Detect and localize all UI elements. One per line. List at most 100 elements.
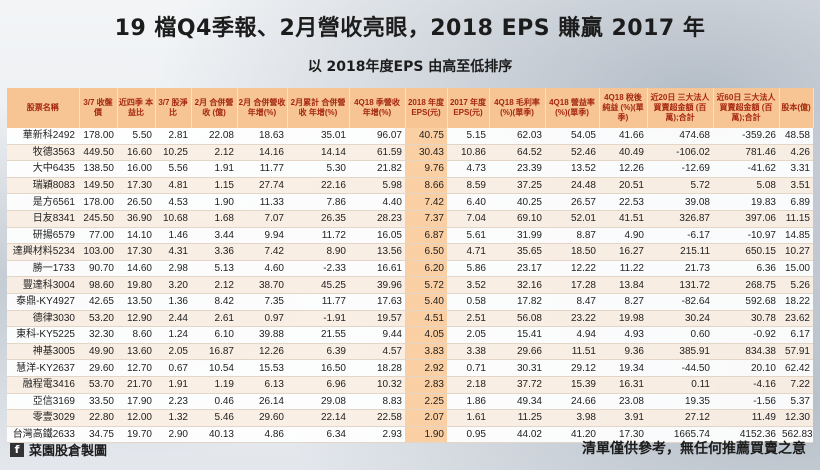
table-cell: 8.27	[599, 293, 647, 311]
table-row: 日友8341 245.50 36.90 10.68 1.68 7.07 26.35 28.23…	[7, 210, 813, 228]
table-cell: 11.15	[779, 210, 813, 228]
table-cell: 41.20	[545, 426, 599, 444]
stock-name-cell: 是方6561	[7, 193, 79, 211]
table-cell: 4.31	[155, 243, 191, 261]
table-cell: 12.70	[117, 359, 155, 377]
table-cell: 2.81	[155, 128, 191, 145]
table-row: 勝一1733 90.70 14.60 2.98 5.13 4.60 -2.33 16.61 6.…	[7, 260, 813, 278]
table-cell: 5.61	[447, 227, 489, 245]
table-cell: 4.81	[155, 177, 191, 195]
table-cell: -4.16	[713, 376, 779, 394]
table-cell: 6.17	[779, 326, 813, 344]
table-cell: 13.84	[599, 276, 647, 294]
table-cell: 22.14	[287, 409, 349, 427]
table-cell: 2.90	[155, 426, 191, 444]
table-cell: 0.58	[447, 293, 489, 311]
table-cell: 90.70	[79, 260, 117, 278]
table-cell: 138.50	[79, 160, 117, 178]
table-cell: 2.12	[191, 276, 237, 294]
table-cell: 15.39	[545, 376, 599, 394]
stock-name-cell: 豐達科3004	[7, 276, 79, 294]
table-cell: 20.10	[713, 359, 779, 377]
table-cell: 1.36	[155, 293, 191, 311]
table-cell: 781.46	[713, 144, 779, 162]
table-cell: 53.20	[79, 310, 117, 328]
table-cell: 19.98	[599, 310, 647, 328]
column-header: 2018 年度 EPS(元)	[405, 88, 448, 128]
table-cell: 26.35	[287, 210, 349, 228]
column-header: 2月 合併營收 年增(%)	[237, 88, 288, 128]
table-cell: 3.83	[405, 343, 447, 361]
table-cell: 6.13	[237, 376, 287, 394]
table-cell: 3.38	[447, 343, 489, 361]
table-row: 亞信3169 33.50 17.90 2.23 0.46 26.14 29.08 8.83 2.…	[7, 393, 813, 411]
table-cell: 15.41	[489, 326, 545, 344]
table-cell: 30.31	[489, 359, 545, 377]
column-header: 股本(億)	[779, 88, 814, 128]
table-cell: 6.96	[287, 376, 349, 394]
table-cell: 178.00	[79, 193, 117, 211]
table-cell: 29.12	[545, 359, 599, 377]
table-cell: 8.59	[447, 177, 489, 195]
table-cell: 26.57	[545, 193, 599, 211]
table-cell: 103.00	[79, 243, 117, 261]
table-cell: 2.05	[155, 343, 191, 361]
table-cell: 4.71	[447, 243, 489, 261]
table-cell: 4.94	[545, 326, 599, 344]
table-cell: 23.22	[545, 310, 599, 328]
table-cell: 35.01	[287, 128, 349, 145]
table-cell: 592.68	[713, 293, 779, 311]
table-cell: 3.98	[545, 409, 599, 427]
table-cell: 18.22	[779, 293, 813, 311]
table-cell: 77.00	[79, 227, 117, 245]
table-cell: 10.68	[155, 210, 191, 228]
table-cell: 16.60	[117, 144, 155, 162]
table-cell: 9.76	[405, 160, 447, 178]
table-cell: 7.22	[779, 376, 813, 394]
table-cell: 385.91	[647, 343, 713, 361]
table-row: 研揚6579 77.00 14.10 1.46 3.44 9.94 11.72 16.05 6.…	[7, 227, 813, 245]
table-cell: 42.65	[79, 293, 117, 311]
table-cell: 215.11	[647, 243, 713, 261]
brand-footer: f 菜園股倉製圖	[10, 440, 107, 459]
stock-name-cell: 瑞穎8083	[7, 177, 79, 195]
table-cell: 17.30	[117, 177, 155, 195]
table-cell: 11.22	[599, 260, 647, 278]
table-row: 大中6435 138.50 16.00 5.56 1.91 11.77 5.30 21.82 9…	[7, 160, 813, 178]
column-header: 4Q18 毛利率 (%)(單季)	[489, 88, 546, 128]
table-cell: 6.36	[713, 260, 779, 278]
table-cell: 10.32	[349, 376, 405, 394]
table-cell: 5.13	[191, 260, 237, 278]
table-cell: 0.46	[191, 393, 237, 411]
table-cell: 7.35	[237, 293, 287, 311]
table-cell: 40.75	[405, 128, 447, 145]
table-cell: 1.61	[447, 409, 489, 427]
table-row: 泰鼎-KY4927 42.65 13.50 1.36 8.42 7.35 11.77 17.6…	[7, 293, 813, 311]
table-cell: 7.86	[287, 193, 349, 211]
column-header: 3/7 股淨比	[155, 88, 192, 128]
table-cell: -44.50	[647, 359, 713, 377]
table-cell: 2.18	[447, 376, 489, 394]
table-cell: 3.52	[447, 276, 489, 294]
table-cell: 326.87	[647, 210, 713, 228]
table-cell: 2.61	[191, 310, 237, 328]
stock-name-cell: 泰鼎-KY4927	[7, 293, 79, 311]
table-cell: 6.34	[287, 426, 349, 444]
table-cell: 30.78	[713, 310, 779, 328]
table-cell: 16.50	[287, 359, 349, 377]
table-cell: 11.77	[237, 160, 287, 178]
column-header: 4Q18 季營收 年增(%)	[349, 88, 406, 128]
table-cell: 61.59	[349, 144, 405, 162]
table-cell: 40.13	[191, 426, 237, 444]
disclaimer: 清單僅供參考，無任何推薦買賣之意	[582, 441, 806, 457]
table-cell: -2.33	[287, 260, 349, 278]
table-cell: 2.23	[155, 393, 191, 411]
table-body: 華新科2492 178.00 5.50 2.81 22.08 18.63 35.01 96.0…	[7, 128, 813, 444]
table-cell: 49.34	[489, 393, 545, 411]
table-cell: 16.00	[117, 160, 155, 178]
table-cell: 18.50	[545, 243, 599, 261]
table-cell: 6.89	[779, 193, 813, 211]
table-cell: 245.50	[79, 210, 117, 228]
page-title: 19 檔Q4季報、2月營收亮眼，2018 EPS 賺贏 2017 年	[114, 16, 706, 41]
table-cell: 12.30	[779, 409, 813, 427]
